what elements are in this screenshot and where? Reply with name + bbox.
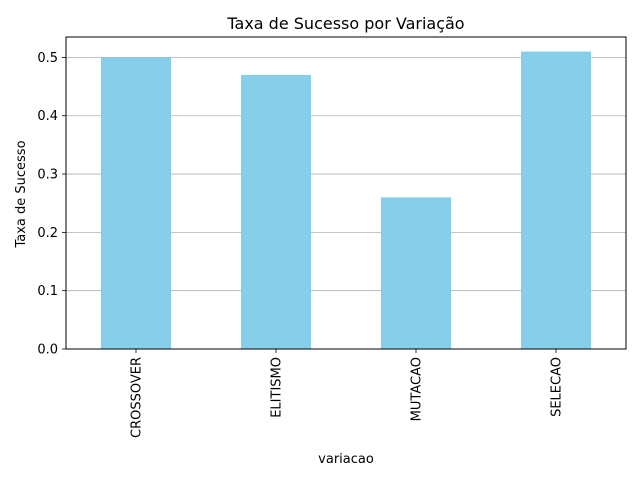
- x-ticks: CROSSOVER ELITISMO MUTACAO SELECAO: [130, 349, 565, 438]
- chart-title: Taxa de Sucesso por Variação: [226, 14, 464, 33]
- y-tick-label: 0.3: [37, 168, 58, 183]
- y-axis-label: Taxa de Sucesso: [14, 140, 29, 248]
- axes: [65, 36, 627, 350]
- plot-frame: [65, 36, 627, 350]
- y-tick-label: 0.0: [37, 343, 58, 358]
- bar-selecao: [521, 51, 591, 350]
- y-ticks: 0.0 0.1 0.2 0.3 0.4 0.5: [37, 51, 66, 358]
- bar-crossover: [101, 57, 171, 349]
- bar-elitismo: [241, 74, 311, 349]
- y-tick-label: 0.1: [37, 284, 58, 299]
- bar-mutacao: [381, 197, 451, 349]
- bars: [101, 51, 591, 350]
- x-tick-label: SELECAO: [550, 357, 565, 417]
- y-tick-label: 0.4: [37, 109, 58, 124]
- x-tick-label: MUTACAO: [410, 357, 425, 421]
- x-tick-label: CROSSOVER: [130, 357, 145, 438]
- y-tick-label: 0.5: [37, 51, 58, 66]
- x-axis-label: variacao: [318, 452, 374, 467]
- x-tick-label: ELITISMO: [270, 357, 285, 418]
- y-tick-label: 0.2: [37, 226, 58, 241]
